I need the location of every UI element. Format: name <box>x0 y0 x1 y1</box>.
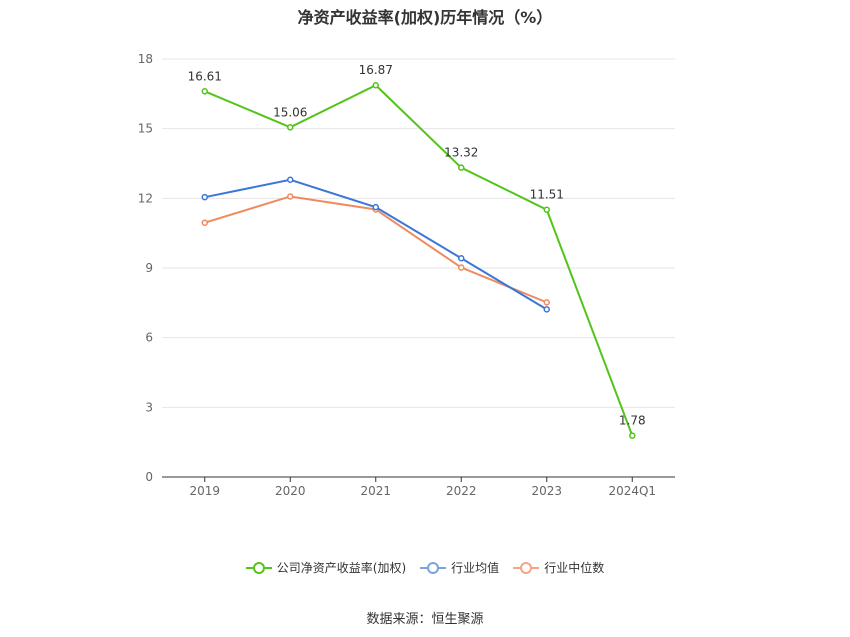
x-tick-label: 2024Q1 <box>608 484 656 498</box>
chart-title: 净资产收益率(加权)历年情况（%） <box>297 8 553 27</box>
legend-item-industry-median[interactable]: 行业中位数 <box>513 559 604 576</box>
y-tick-label: 6 <box>145 331 153 345</box>
series-lines <box>201 81 636 439</box>
legend-label-industry-mean: 行业均值 <box>451 561 500 575</box>
data-source: 数据来源：恒生聚源 <box>366 612 484 627</box>
data-label: 15.06 <box>273 105 307 119</box>
data-point <box>543 299 550 306</box>
data-point <box>458 254 465 262</box>
data-point <box>458 164 465 171</box>
series-line <box>204 84 634 437</box>
data-point <box>372 81 379 89</box>
y-tick-label: 9 <box>145 261 153 275</box>
y-tick-label: 3 <box>145 400 153 414</box>
data-label: 16.87 <box>359 63 393 77</box>
data-point <box>201 88 208 95</box>
legend-item-company[interactable]: 公司净资产收益率(加权) <box>245 559 407 576</box>
series-line <box>204 178 548 311</box>
data-point <box>543 206 550 213</box>
x-axis: 2019 2020 2021 2022 2023 2024Q1 <box>162 476 675 498</box>
legend-dot <box>427 561 440 574</box>
data-point <box>201 219 208 226</box>
legend-label-company: 公司净资产收益率(加权) <box>276 561 407 575</box>
x-tick-label: 2023 <box>531 484 562 498</box>
legend-swatch-industry-mean-icon <box>420 561 447 575</box>
data-point <box>287 193 294 200</box>
data-point <box>372 203 379 211</box>
x-tick-label: 2021 <box>360 484 391 498</box>
data-labels: 16.61 15.06 16.87 13.32 11.51 1.78 <box>188 63 646 427</box>
data-point <box>458 264 465 271</box>
legend-dot <box>520 561 533 574</box>
y-tick-label: 18 <box>138 52 153 66</box>
data-point <box>543 306 550 313</box>
y-tick-label: 0 <box>145 470 153 484</box>
data-label: 1.78 <box>619 414 646 428</box>
data-point <box>629 432 636 439</box>
legend-dot <box>252 561 265 574</box>
x-tick-label: 2022 <box>446 484 477 498</box>
legend-swatch-industry-median-icon <box>513 561 540 575</box>
legend-item-industry-mean[interactable]: 行业均值 <box>420 559 499 576</box>
x-tick-label: 2020 <box>275 484 306 498</box>
data-label: 13.32 <box>444 146 478 160</box>
legend-swatch-company-icon <box>245 561 272 575</box>
y-axis-tick-labels: 0 3 6 9 12 15 18 <box>138 52 153 484</box>
grid-lines <box>162 58 675 408</box>
data-label: 11.51 <box>530 188 564 202</box>
legend: 公司净资产收益率(加权) 行业均值 行业中位数 <box>0 559 850 576</box>
data-point <box>287 124 294 131</box>
data-label: 16.61 <box>188 69 222 83</box>
line-chart: 0 3 6 9 12 15 18 2019 2020 2021 2022 2023 2024Q1 16… <box>138 52 675 498</box>
x-tick-label: 2019 <box>189 484 220 498</box>
y-tick-label: 15 <box>138 122 153 136</box>
data-point <box>287 176 294 184</box>
y-tick-label: 12 <box>138 191 153 205</box>
legend-label-industry-median: 行业中位数 <box>544 561 605 575</box>
data-point <box>201 193 208 201</box>
